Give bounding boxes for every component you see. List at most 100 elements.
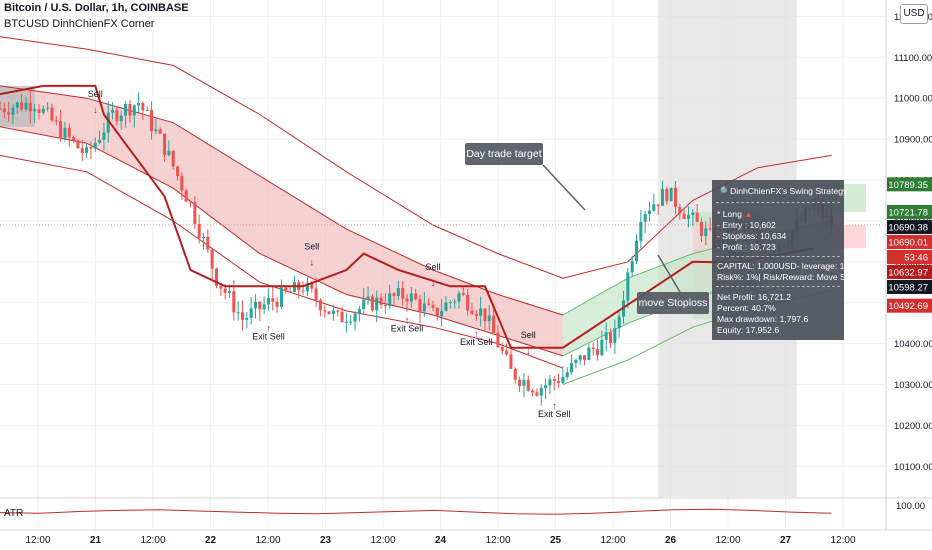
candle-body — [240, 312, 244, 320]
candle-body — [699, 221, 703, 236]
x-tick-label: 12:00 — [600, 535, 625, 546]
candle-body — [258, 301, 262, 310]
candle-body — [106, 112, 110, 133]
candle-body — [310, 282, 314, 289]
candle-body — [678, 206, 682, 214]
candle-body — [695, 212, 699, 222]
signal-label-exit-sell: Exit Sell — [252, 332, 285, 342]
x-tick-label: 12:00 — [255, 535, 280, 546]
candle-body — [609, 332, 613, 344]
candle-body — [634, 240, 639, 262]
callout-pointer — [542, 164, 586, 211]
exit-arrow-icon: ↑ — [266, 324, 271, 335]
candle-body — [704, 228, 708, 236]
candle-body — [643, 213, 647, 222]
candle-body — [54, 120, 58, 122]
candle-body — [513, 368, 517, 380]
price-label-badge — [887, 234, 932, 249]
x-tick-label: 24 — [435, 535, 447, 546]
currency-badge[interactable]: USD — [900, 4, 928, 24]
x-tick-label: 22 — [205, 535, 217, 546]
y-tick-label: 10900.00 — [894, 135, 932, 146]
candle-body — [63, 127, 67, 139]
info-stoploss: - Stoploss: 10,634 — [717, 231, 787, 241]
candle-body — [435, 307, 439, 317]
candle-body — [20, 102, 24, 110]
candle-body — [431, 304, 435, 308]
candle-body — [466, 294, 470, 311]
candle-body — [158, 129, 162, 134]
candle-body — [59, 121, 63, 139]
info-position-row: * Long ▲ — [717, 209, 753, 220]
candle-body — [682, 213, 686, 219]
candle-body — [630, 261, 634, 273]
info-net-profit: Net Profit: 16,721.2 — [717, 292, 792, 302]
price-label-badge — [887, 279, 932, 294]
candle-body — [375, 297, 379, 311]
candle-body — [669, 187, 673, 202]
candle-body — [219, 285, 223, 289]
price-label-badge — [887, 219, 932, 234]
y-tick-label: 10100.00 — [894, 462, 932, 473]
candle-body — [223, 288, 227, 293]
candle-body — [535, 392, 539, 396]
candle-body — [604, 332, 608, 340]
candle-body — [28, 102, 32, 112]
candle-body — [227, 291, 232, 293]
candle-body — [336, 310, 340, 312]
candle-body — [379, 297, 383, 305]
y-tick-label: 11000.00 — [894, 94, 932, 105]
candle-body — [708, 228, 712, 230]
candle-body — [232, 291, 236, 313]
info-profit: - Profit : 10,723 — [717, 242, 776, 252]
candle-body — [184, 190, 188, 202]
sell-arrow-icon: ↓ — [309, 258, 314, 269]
warning-icon: ▲ — [744, 209, 753, 219]
candle-body — [444, 302, 448, 311]
candle-body — [617, 316, 621, 328]
price-label-text: 10690.01 — [888, 237, 928, 248]
candle-body — [470, 310, 474, 314]
candle-body — [344, 321, 348, 323]
candle-body — [266, 298, 270, 305]
band-fill — [0, 85, 563, 356]
signal-label-sell: Sell — [521, 330, 536, 340]
candle-body — [388, 293, 392, 306]
upper-band-line — [0, 36, 832, 279]
candle-body — [262, 304, 266, 310]
candle-body — [98, 139, 102, 143]
candle-body — [275, 301, 279, 307]
price-label-text: 10690.38 — [888, 222, 928, 233]
x-tick-label: 23 — [320, 535, 332, 546]
candle-body — [67, 127, 71, 138]
band-bottom-line — [0, 126, 564, 357]
candle-body — [453, 301, 457, 303]
candle-body — [544, 385, 548, 389]
candle-body — [353, 313, 357, 322]
candle-body — [189, 201, 193, 203]
info-percent: Percent: 40.7% — [717, 303, 776, 313]
exit-arrow-icon: ↑ — [405, 315, 410, 326]
info-risk: Risk%: 1%| Risk/Reward: Move Stop — [717, 272, 858, 282]
candle-body — [461, 293, 465, 295]
signal-label-exit-sell: Exit Sell — [460, 337, 493, 347]
candle-body — [418, 299, 422, 312]
candle-body — [487, 315, 491, 322]
candle-body — [401, 288, 405, 299]
x-tick-label: 12:00 — [370, 535, 395, 546]
chart-title: Bitcoin / U.S. Dollar, 1h, COINBASE — [4, 2, 189, 14]
candle-body — [271, 298, 275, 302]
info-capital: CAPITAL: 1,000USD- leverage: 1:100 — [717, 261, 862, 271]
candle-body — [457, 293, 461, 302]
candle-body — [145, 109, 149, 111]
candle-body — [448, 302, 452, 304]
candle-body — [552, 379, 556, 382]
candle-body — [665, 188, 669, 202]
price-label-text: 10789.35 — [888, 180, 928, 191]
exit-arrow-icon: ↑ — [474, 329, 479, 340]
candle-body — [500, 347, 504, 351]
price-label-text: 10632.97 — [888, 267, 928, 278]
candle-body — [548, 379, 552, 386]
candle-body — [574, 359, 578, 363]
candle-body — [41, 108, 45, 113]
